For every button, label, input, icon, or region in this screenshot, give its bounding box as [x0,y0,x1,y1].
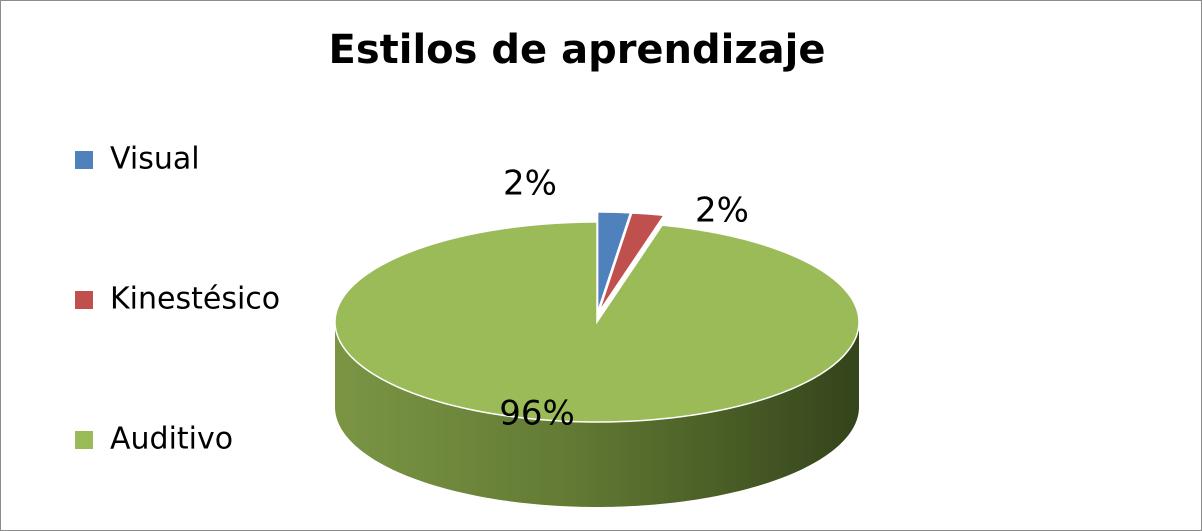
legend-label: Visual [110,142,200,177]
data-label: 96% [499,394,575,434]
data-label: 2% [695,191,749,231]
slice [596,211,632,313]
legend-label: Kinestésico [110,282,280,317]
legend-swatch [75,151,93,169]
legend-label: Auditivo [110,422,233,457]
slice-side [335,322,859,507]
slice [598,212,666,313]
legend-swatch [75,431,93,449]
data-label: 2% [503,164,557,204]
chart-title: Estilos de aprendizaje [329,27,826,73]
legend-swatch [75,291,93,309]
slice [334,221,860,423]
